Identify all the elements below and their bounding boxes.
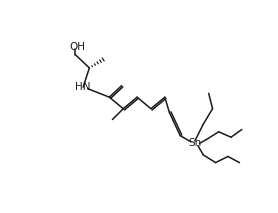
Text: OH: OH [69, 42, 85, 52]
Text: HN: HN [76, 82, 91, 92]
Text: Sn: Sn [188, 138, 202, 148]
